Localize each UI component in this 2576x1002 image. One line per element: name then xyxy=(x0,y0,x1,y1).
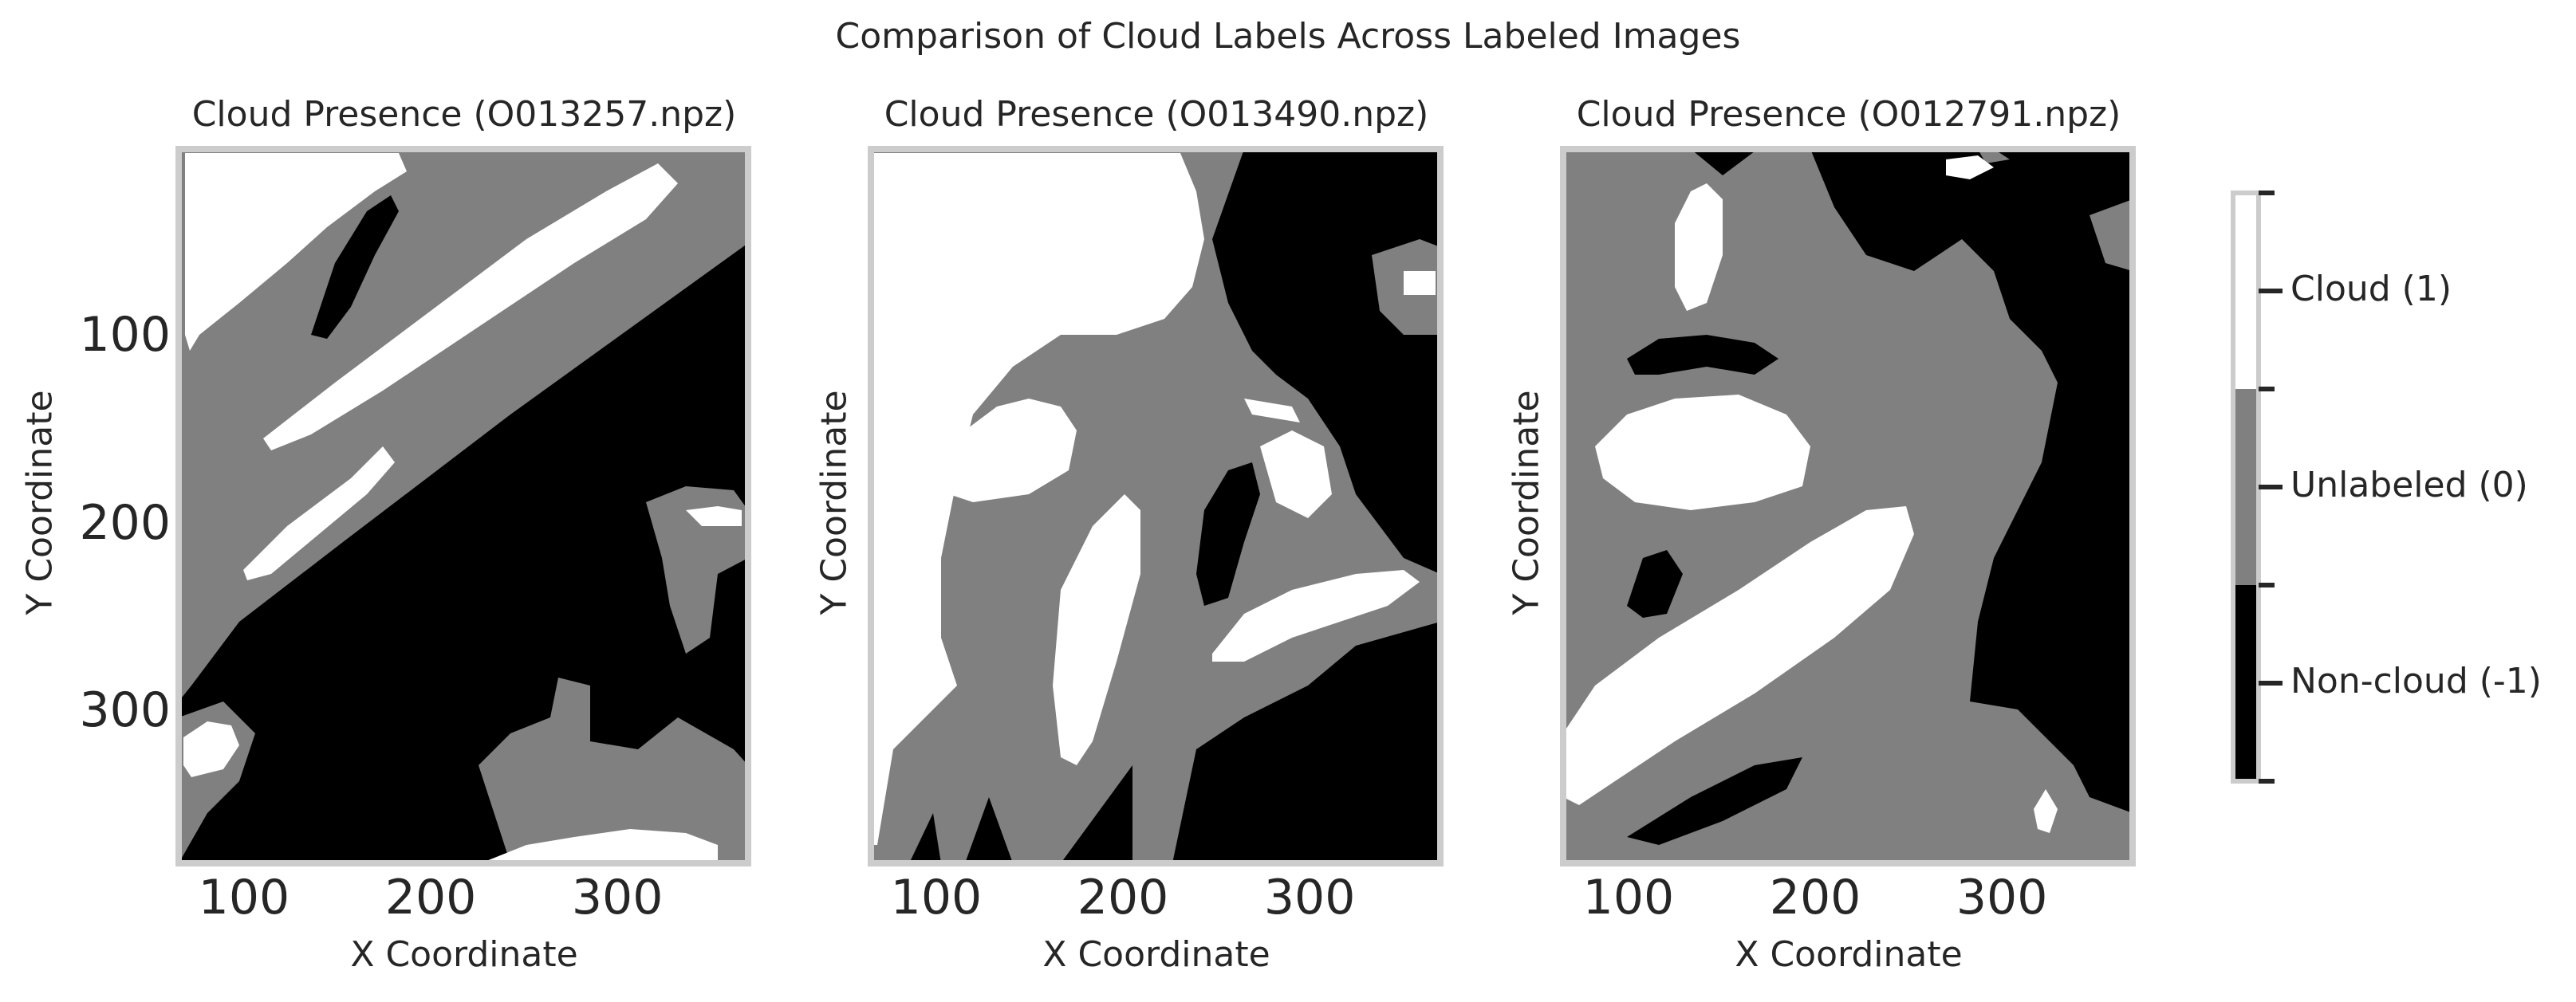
panel-3-non-cloud-region xyxy=(1627,757,1802,845)
panel-3-unlabeled-region xyxy=(1978,149,2010,163)
panel-3-cloud-region xyxy=(1595,395,1810,510)
panel-1-xtick-label: 300 xyxy=(571,870,664,925)
panel-2-non-cloud-region xyxy=(1196,462,1260,606)
colorbar-label: Cloud (1) xyxy=(2290,269,2452,309)
panel-1-non-cloud-region xyxy=(311,195,399,339)
panel-2-cloud-region xyxy=(941,399,1077,502)
panel-1-cloud-region xyxy=(486,829,718,861)
panel-3-cloud-region xyxy=(1946,155,1994,179)
panel-2-cloud-region xyxy=(1260,430,1332,518)
colorbar-label: Unlabeled (0) xyxy=(2290,465,2528,505)
panel-3-xtick-label: 300 xyxy=(1956,870,2048,925)
panel-1-unlabeled-region xyxy=(479,678,748,863)
panel-1-frame xyxy=(175,146,751,866)
panel-1-ytick-label: 200 xyxy=(79,494,171,551)
panel-3-heatmap xyxy=(1563,149,2133,863)
colorbar-segment xyxy=(2233,585,2259,781)
panel-1-cloud-region xyxy=(183,721,239,777)
panel-2-cloud-region xyxy=(1212,570,1420,662)
panel-3-cloud-region xyxy=(1675,183,1723,311)
panel-1-xlabel: X Coordinate xyxy=(350,934,578,975)
panel-1-cloud-region xyxy=(243,446,395,580)
colorbar-segment xyxy=(2233,193,2259,389)
panel-1-cloud-region xyxy=(185,153,407,351)
panel-3-xlabel: X Coordinate xyxy=(1735,934,1963,975)
panel-2-cloud-region xyxy=(1244,399,1300,422)
panel-2-xtick-label: 100 xyxy=(890,870,983,925)
panel-3-xtick-label: 200 xyxy=(1769,870,1861,925)
panel-2-xtick-label: 200 xyxy=(1077,870,1169,925)
panel-1-ytick-label: 100 xyxy=(79,306,171,363)
panel-2-cloud-region xyxy=(1053,494,1140,765)
panel-3-unlabeled-region xyxy=(2090,199,2133,271)
panel-3-frame xyxy=(1560,146,2136,866)
panel-1-ytick-label: 300 xyxy=(79,682,171,739)
panel-1-unlabeled-region xyxy=(179,149,748,701)
colorbar xyxy=(2231,191,2283,784)
panel-1-heatmap xyxy=(179,149,748,863)
panel-1-cloud-region xyxy=(263,163,678,450)
panel-3-title: Cloud Presence (O012791.npz) xyxy=(1576,94,2121,135)
panel-2-xtick-label: 300 xyxy=(1263,870,1356,925)
panel-3-cloud-region xyxy=(1563,506,1914,805)
panel-2-heatmap xyxy=(871,149,1440,863)
panel-3-non-cloud-region xyxy=(1627,335,1778,375)
panel-2-cloud-region xyxy=(1404,271,1436,295)
panel-2-frame xyxy=(868,146,1444,866)
panel-2-cloud-region xyxy=(873,153,1204,845)
panel-1-xtick-label: 200 xyxy=(384,870,477,925)
panel-3-non-cloud-region xyxy=(1627,550,1683,618)
colorbar-segment xyxy=(2233,389,2259,585)
colorbar-label: Non-cloud (-1) xyxy=(2290,661,2542,701)
figure-title: Comparison of Cloud Labels Across Labele… xyxy=(835,16,1741,57)
panel-1-xtick-label: 100 xyxy=(198,870,290,925)
panel-2-title: Cloud Presence (O013490.npz) xyxy=(884,94,1429,135)
panel-3-cloud-region xyxy=(2034,789,2058,833)
panel-3-xtick-label: 100 xyxy=(1582,870,1675,925)
panel-1-unlabeled-region xyxy=(646,486,748,654)
panel-2-xlabel: X Coordinate xyxy=(1042,934,1270,975)
panel-1-cloud-region xyxy=(686,506,742,526)
panel-1-title: Cloud Presence (O013257.npz) xyxy=(191,94,737,135)
